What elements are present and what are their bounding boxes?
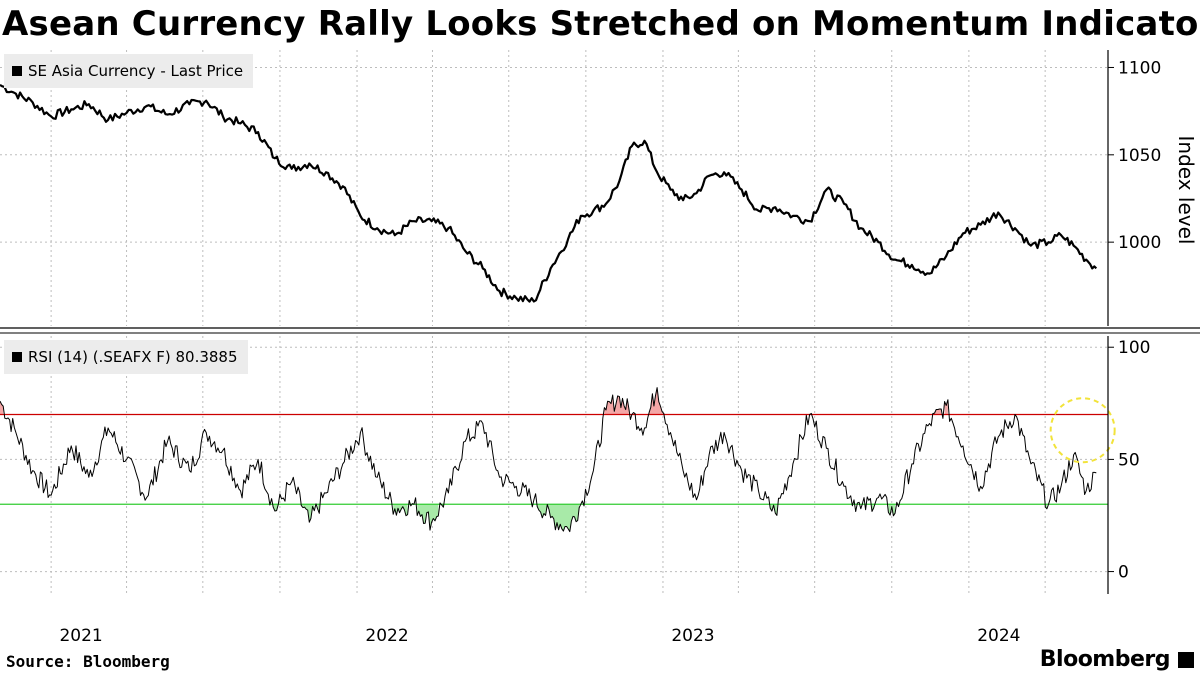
- price-y-axis-label: Index level: [1174, 136, 1198, 245]
- oversold-fill: [537, 504, 580, 532]
- price-legend-label: SE Asia Currency - Last Price: [28, 62, 244, 80]
- chart-title: Asean Currency Rally Looks Stretched on …: [2, 4, 1200, 44]
- price-y-tick-label: 1000: [1118, 233, 1161, 253]
- highlight-circle: [1049, 397, 1116, 464]
- rsi-legend-label: RSI (14) (.SEAFX F) 80.3885: [28, 348, 238, 366]
- x-tick-label: 2021: [59, 626, 102, 646]
- x-tick-label: 2023: [671, 626, 714, 646]
- rsi-series-line: [0, 387, 1097, 533]
- rsi-zone-fills: [0, 387, 1047, 532]
- oversold-fill: [301, 504, 315, 523]
- overbought-fill: [0, 401, 4, 415]
- grid: [0, 50, 1108, 594]
- overbought-fill: [649, 387, 664, 415]
- legend-swatch: [12, 352, 22, 362]
- oversold-fill: [417, 504, 439, 531]
- series-lines: [0, 83, 1116, 533]
- rsi-legend: RSI (14) (.SEAFX F) 80.3885: [4, 340, 248, 374]
- price-y-tick-label: 1050: [1118, 146, 1161, 166]
- rsi-y-tick-label: 100: [1118, 338, 1150, 358]
- price-series-line: [0, 83, 1098, 303]
- overbought-fill: [604, 395, 629, 415]
- x-tick-label: 2022: [365, 626, 408, 646]
- legend-swatch: [12, 66, 22, 76]
- x-tick-label: 2024: [977, 626, 1020, 646]
- rsi-y-tick-label: 0: [1118, 563, 1129, 583]
- source-note: Source: Bloomberg: [6, 652, 170, 671]
- brand-logo: Bloomberg: [1039, 647, 1171, 672]
- bloomberg-icon: [1178, 652, 1194, 668]
- axes: 1000 1050 1100 0 50 100 Index level 2021 2022 202…: [0, 50, 1200, 646]
- rsi-y-tick-label: 50: [1118, 450, 1140, 470]
- price-legend: SE Asia Currency - Last Price: [4, 54, 254, 88]
- price-y-tick-label: 1100: [1118, 58, 1161, 78]
